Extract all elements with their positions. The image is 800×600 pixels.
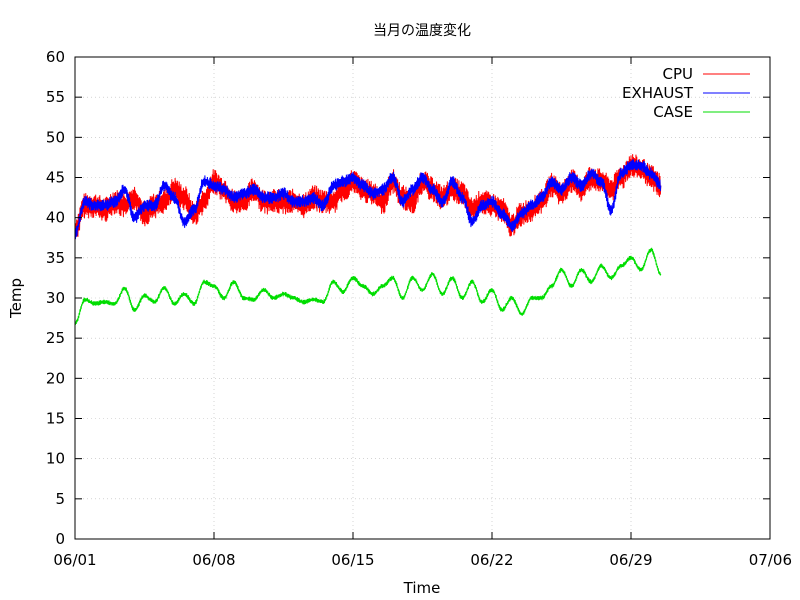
y-tick-label: 30 <box>46 289 65 307</box>
y-tick-label: 50 <box>46 128 65 146</box>
legend-label-exhaust: EXHAUST <box>622 84 694 102</box>
x-tick-label: 06/15 <box>331 551 374 569</box>
plot-lines <box>74 154 662 325</box>
y-axis: 0 5 10 15 20 25 30 35 40 45 50 55 60 <box>46 48 770 548</box>
y-tick-label: 40 <box>46 209 65 227</box>
series-line-cpu <box>74 154 662 240</box>
y-tick-label: 15 <box>46 410 65 428</box>
grid <box>75 57 770 539</box>
series-line-exhaust <box>74 159 662 240</box>
x-tick-label: 06/22 <box>470 551 513 569</box>
y-tick-label: 20 <box>46 369 65 387</box>
x-tick-label: 06/29 <box>609 551 652 569</box>
y-tick-label: 35 <box>46 249 65 267</box>
legend-label-case: CASE <box>653 103 693 121</box>
y-axis-title: Temp <box>7 278 25 319</box>
y-tick-label: 60 <box>46 48 65 66</box>
y-tick-label: 55 <box>46 88 65 106</box>
x-axis: 06/01 06/08 06/15 06/22 06/29 07/06 <box>53 57 792 569</box>
y-tick-label: 5 <box>55 490 65 508</box>
series-line-case <box>74 247 662 325</box>
x-tick-label: 06/08 <box>192 551 235 569</box>
x-tick-label: 06/01 <box>53 551 96 569</box>
legend-label-cpu: CPU <box>663 65 694 83</box>
y-tick-label: 10 <box>46 450 65 468</box>
y-tick-label: 0 <box>55 530 65 548</box>
chart-title: 当月の温度変化 <box>373 22 471 39</box>
y-tick-label: 25 <box>46 329 65 347</box>
x-axis-title: Time <box>403 579 441 597</box>
x-tick-label: 07/06 <box>749 551 792 569</box>
y-tick-label: 45 <box>46 169 65 187</box>
